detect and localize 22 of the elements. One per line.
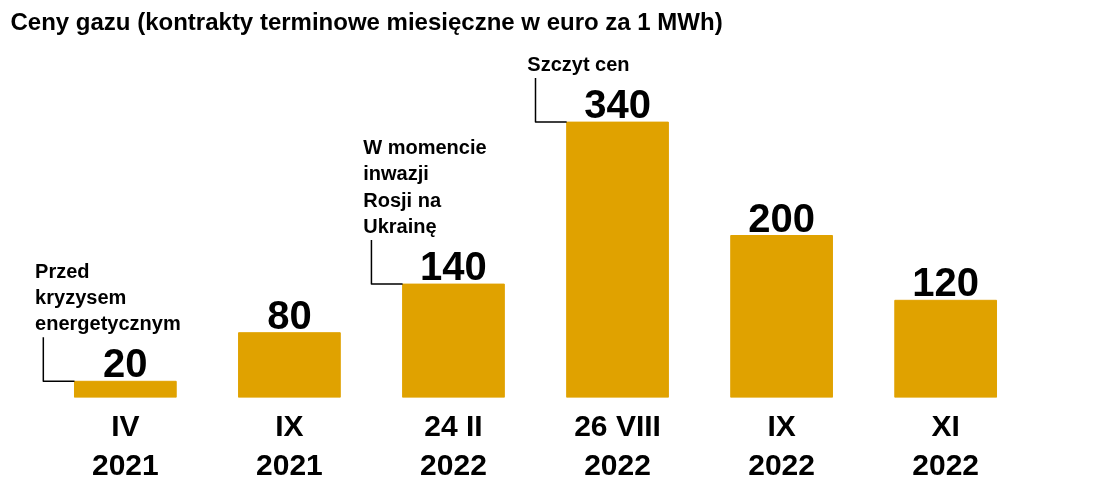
annotation: W momencie inwazji Rosji na Ukrainę bbox=[363, 136, 487, 238]
bar bbox=[730, 235, 833, 398]
data-label: 340 bbox=[584, 82, 651, 127]
x-tick-label: 24 II 2022 bbox=[420, 408, 487, 482]
data-label: 80 bbox=[267, 292, 312, 337]
bar bbox=[238, 332, 341, 398]
x-tick-label: IV 2021 bbox=[91, 408, 159, 482]
chart-title: Ceny gazu (kontrakty terminowe miesięczne w euro za 1 MWh) bbox=[10, 7, 723, 35]
bar bbox=[73, 380, 177, 398]
data-label: 20 bbox=[103, 341, 148, 386]
data-label: 140 bbox=[420, 244, 487, 289]
bar bbox=[566, 121, 669, 398]
x-tick-label: XI 2022 bbox=[912, 408, 980, 482]
bar bbox=[402, 283, 505, 398]
data-label: 120 bbox=[912, 260, 980, 305]
x-tick-label: IX 2022 bbox=[748, 408, 815, 482]
data-label: 200 bbox=[748, 195, 815, 240]
x-tick-label: IX 2021 bbox=[256, 408, 323, 482]
x-tick-label: 26 VIII 2022 bbox=[574, 408, 661, 482]
annotation: Szczyt cen bbox=[527, 53, 630, 76]
bar bbox=[894, 299, 998, 398]
annotation: Przed kryzysem energetycznym bbox=[35, 259, 181, 335]
